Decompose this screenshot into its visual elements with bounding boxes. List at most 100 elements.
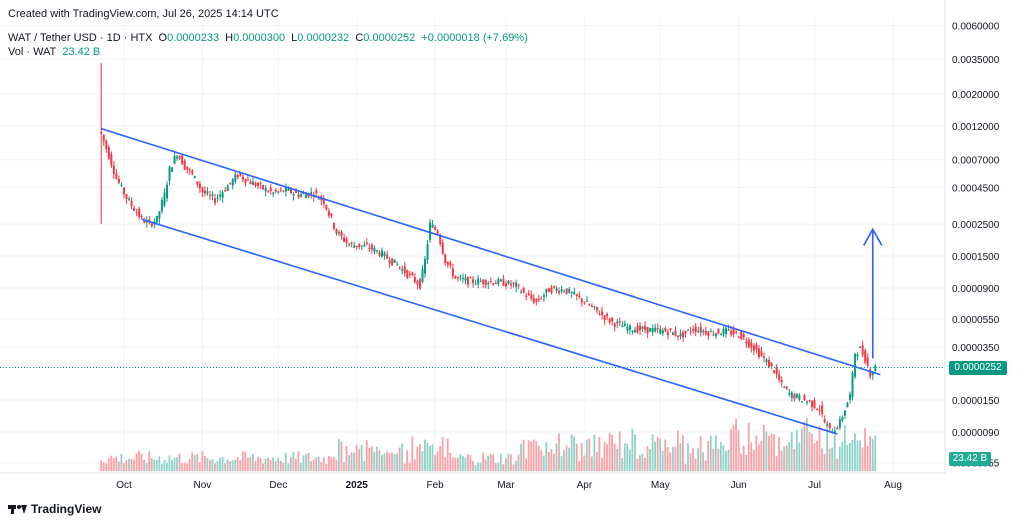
candle-body [596, 306, 599, 311]
volume-bar [244, 451, 247, 471]
candle-body [259, 183, 262, 185]
volume-bar [234, 459, 237, 471]
candle-body [788, 393, 791, 395]
candle-body [381, 250, 384, 257]
candle-body [135, 212, 138, 214]
volume-bar [411, 436, 414, 471]
volume-bar [760, 440, 763, 471]
symbol-name[interactable]: WAT / Tether USD · 1D · HTX [8, 32, 153, 44]
volume-bar [264, 458, 267, 471]
candle-body [717, 328, 720, 334]
volume-bar [722, 445, 725, 471]
price-tick-label: 0.0020000 [952, 90, 1000, 101]
candle-body [871, 372, 874, 376]
time-tick-label: May [651, 480, 670, 491]
candle-body [365, 242, 368, 245]
tradingview-brand-label: TradingView [31, 502, 102, 516]
candle-body [300, 194, 303, 197]
ohlc-high-value: 0.0000300 [233, 32, 286, 44]
volume-bar [348, 455, 350, 471]
volume-bar [874, 435, 877, 471]
candle-body [765, 359, 768, 362]
volume-bar [555, 443, 558, 471]
tradingview-footer[interactable]: TradingView [8, 502, 101, 516]
candle-body [295, 190, 298, 193]
volume-bar [224, 463, 226, 471]
target-arrow-head[interactable] [863, 227, 883, 246]
volume-bar [664, 439, 667, 471]
volume-label[interactable]: Vol · WAT [8, 46, 57, 58]
volume-bar [783, 446, 786, 471]
candle-body [725, 328, 728, 334]
volume-bar [714, 435, 717, 471]
candle-body [712, 334, 715, 336]
channel-lower-trendline[interactable] [141, 218, 838, 435]
candle-body [373, 247, 376, 252]
volume-bar [639, 455, 641, 471]
candle-body [689, 331, 692, 333]
volume-bar [181, 463, 183, 471]
volume-bar [628, 450, 631, 471]
candle-body [502, 279, 505, 286]
volume-bar [661, 450, 664, 471]
volume-bar [117, 461, 120, 471]
volume-bar [671, 446, 674, 471]
candle-body [160, 200, 163, 212]
volume-bar [477, 462, 479, 471]
volume-bar [444, 457, 447, 471]
volume-bar [768, 435, 770, 471]
volume-bar [641, 453, 644, 471]
candle-body [424, 258, 427, 274]
candle-body [821, 405, 824, 414]
candle-body [504, 283, 507, 287]
volume-bar [644, 457, 646, 471]
candle-body [403, 266, 406, 274]
volume-bar [441, 437, 444, 471]
volume-bar [102, 462, 105, 471]
candle-body [522, 287, 525, 293]
volume-bar [370, 446, 373, 471]
price-tick-label: 0.0000150 [952, 396, 1000, 407]
volume-bar [421, 451, 424, 471]
candle-body [413, 277, 416, 282]
channel-upper-trendline[interactable] [100, 127, 881, 376]
volume-bar [613, 443, 616, 471]
ohlc-high-label: H [225, 32, 234, 44]
candle-body [838, 419, 841, 428]
volume-bar [669, 452, 672, 471]
volume-bar [345, 445, 348, 471]
volume-bar [277, 458, 280, 471]
volume-bar [454, 457, 457, 471]
volume-bar [436, 451, 439, 471]
volume-bar [560, 456, 563, 471]
candle-body [631, 330, 634, 332]
volume-bar [284, 452, 287, 471]
candle-body [231, 179, 234, 186]
candle-body [808, 400, 811, 402]
volume-bar [128, 458, 130, 471]
volume-bar [575, 443, 578, 471]
candle-body [418, 279, 421, 289]
volume-bar [386, 451, 388, 471]
candle-body [558, 291, 561, 293]
candle-body [150, 223, 153, 227]
ohlc-low-label: L [291, 32, 298, 44]
candle-body [722, 328, 725, 335]
candle-body [606, 314, 609, 317]
volume-bar [793, 449, 796, 471]
candle-body [257, 182, 260, 187]
candle-body [755, 344, 758, 350]
volume-bar [585, 439, 588, 471]
candle-body [861, 345, 864, 356]
price-tick-label: 0.0007000 [952, 156, 1000, 167]
volume-bar [778, 437, 780, 471]
candle-body [436, 230, 439, 234]
candle-body [590, 305, 593, 307]
candle-body [166, 184, 169, 199]
volume-bar [547, 451, 550, 471]
candle-body [659, 328, 662, 334]
candle-body [507, 280, 510, 284]
candle-body [317, 198, 320, 200]
volume-bar [603, 441, 606, 471]
